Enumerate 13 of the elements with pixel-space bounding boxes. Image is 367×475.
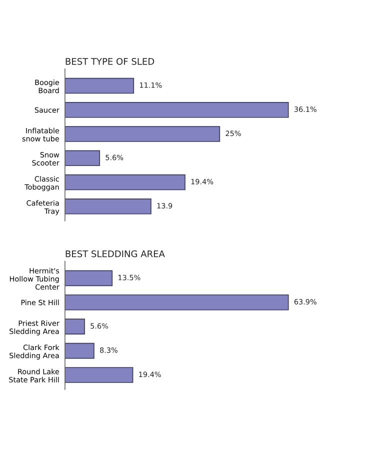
bar [64,174,186,190]
bar [64,78,134,94]
bar [64,367,134,383]
bar [64,198,152,214]
chart-title: BEST TYPE OF SLED [66,58,154,65]
bar [64,294,289,310]
bar [64,150,100,166]
bar [64,342,94,359]
bar [64,126,220,142]
bar [64,102,289,118]
bar [64,270,113,286]
chart-title: BEST SLEDDING AREA [66,250,165,258]
bar [64,318,85,335]
